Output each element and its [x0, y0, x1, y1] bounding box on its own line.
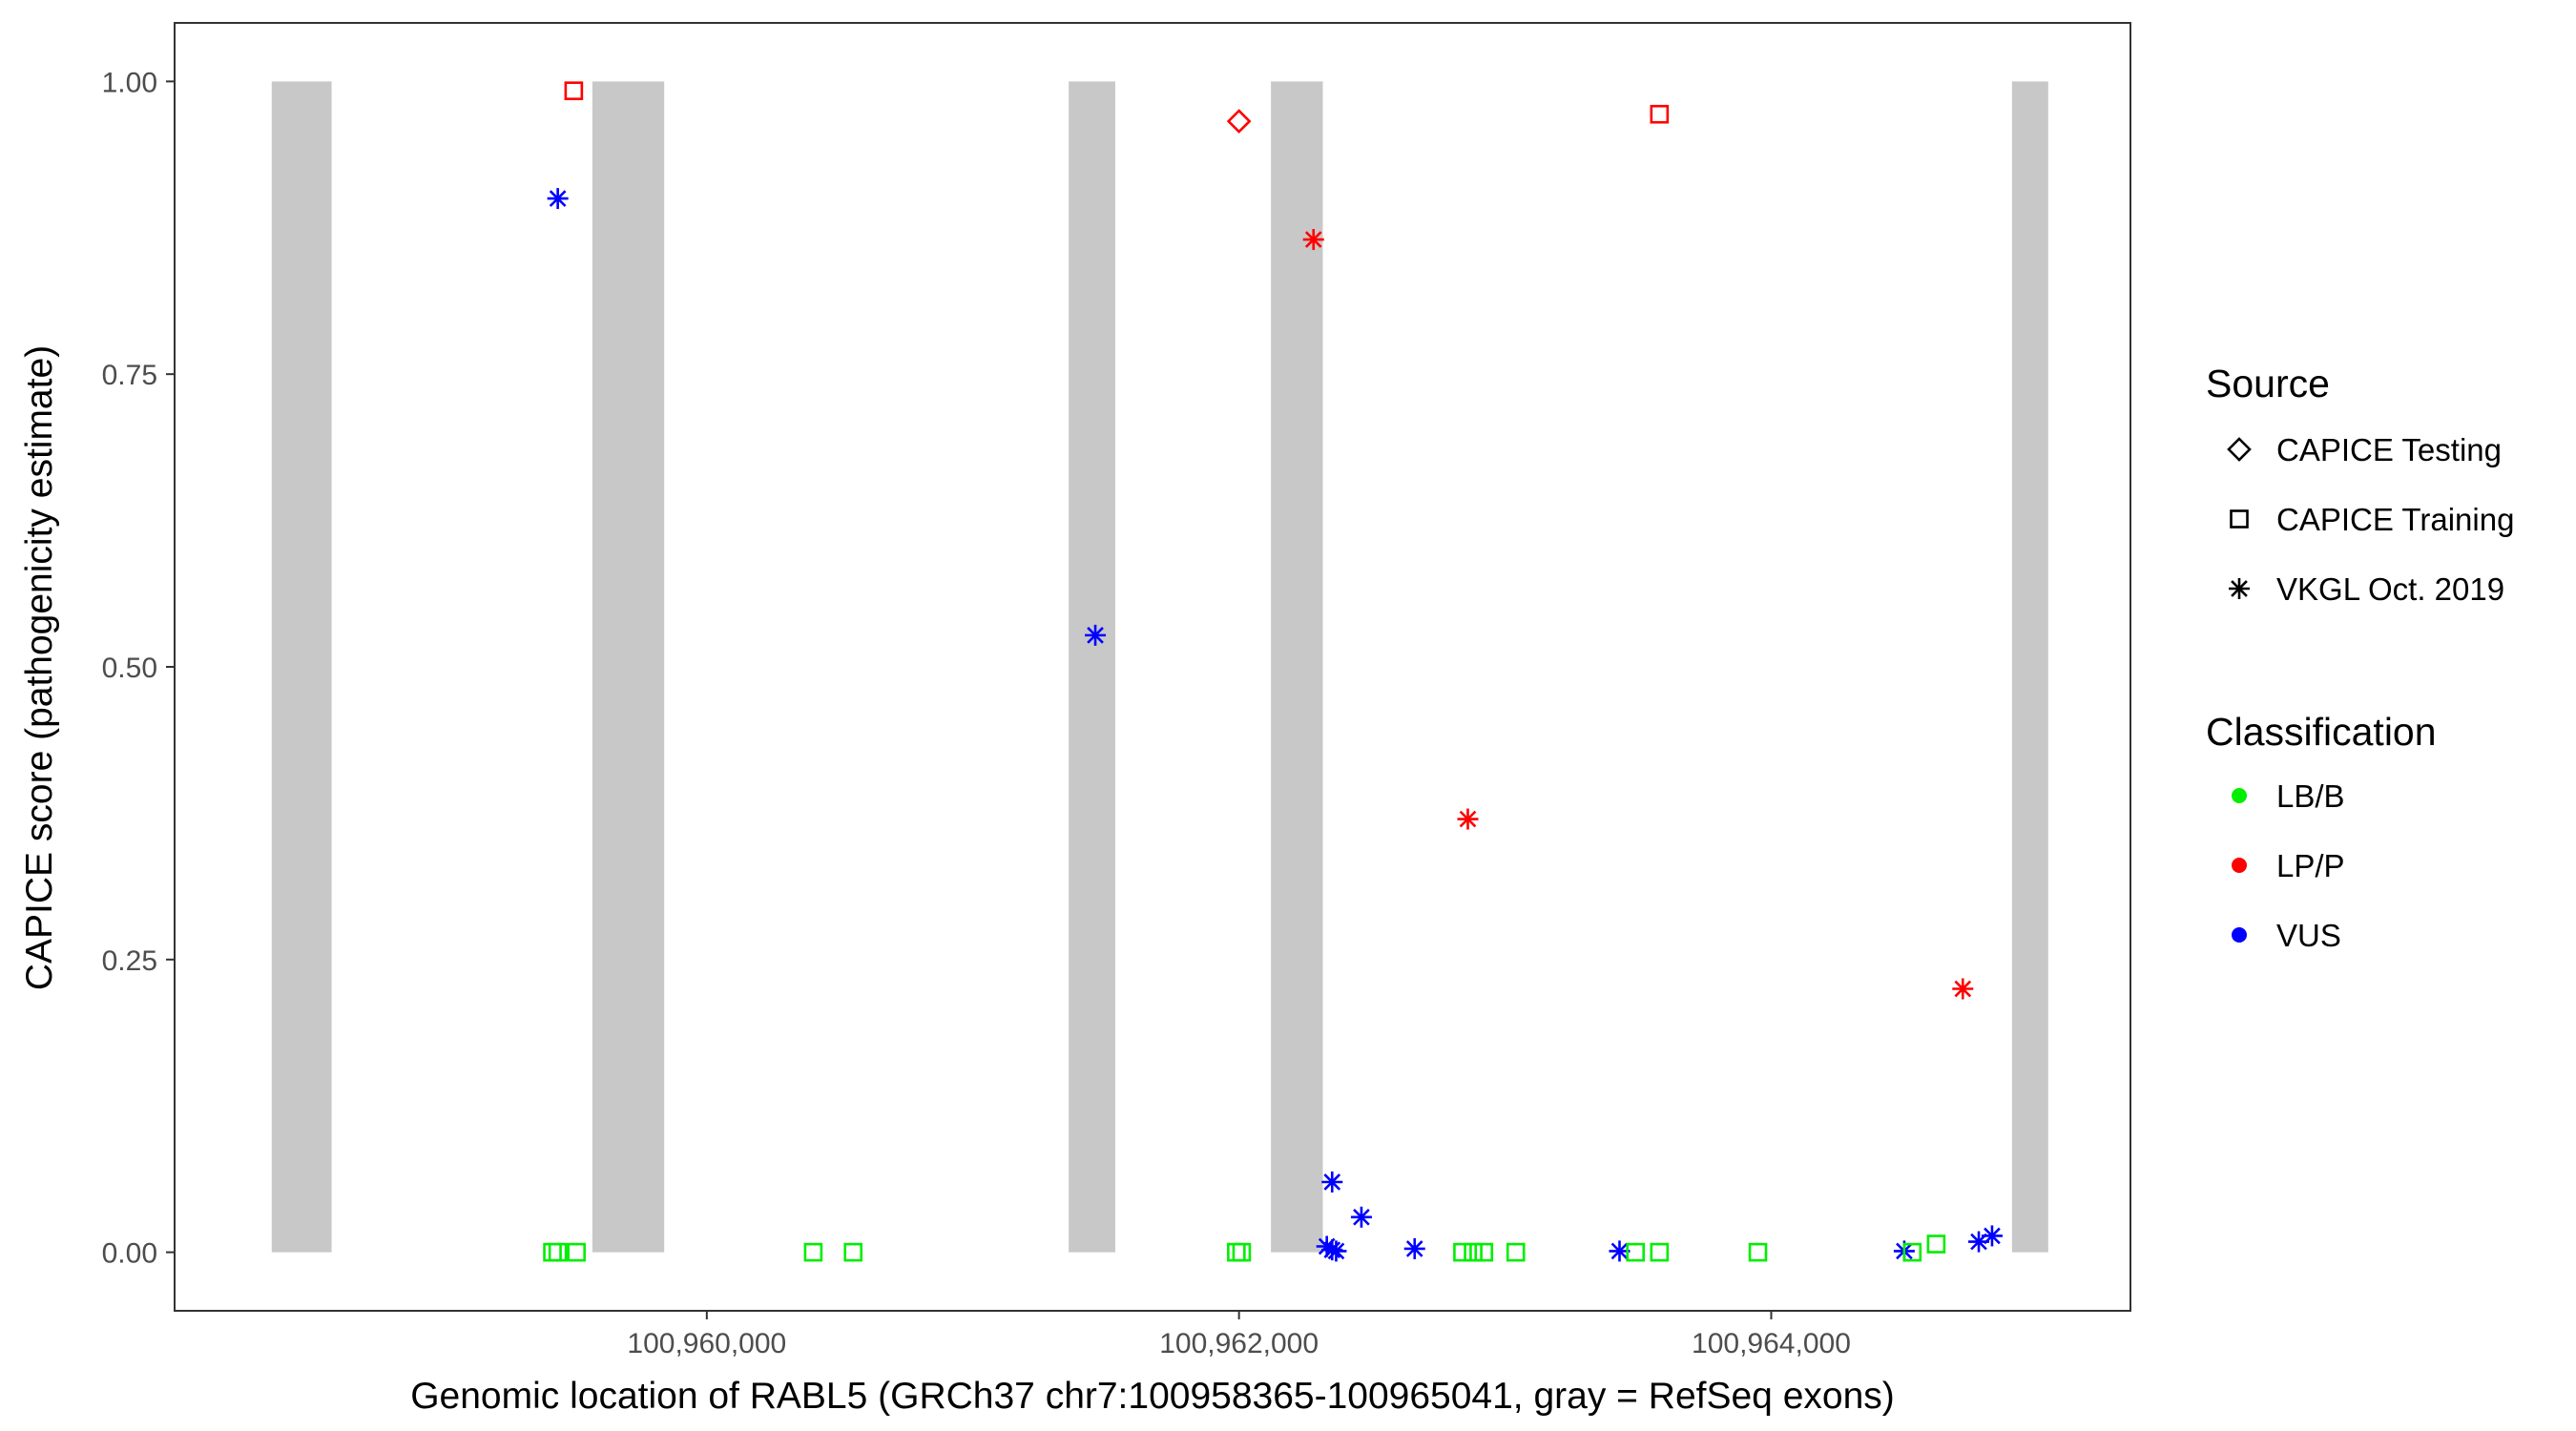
data-point [543, 1242, 562, 1262]
data-point [1902, 1242, 1922, 1262]
data-point [843, 1242, 863, 1262]
y-axis: 0.00 0.25 0.50 0.75 1.00 [102, 67, 175, 1270]
data-point [567, 1242, 586, 1262]
legend-label: VKGL Oct. 2019 [2276, 571, 2504, 607]
data-point [1609, 1240, 1631, 1262]
legend-key-dot [2232, 858, 2247, 873]
exon-band-3 [1069, 81, 1115, 1253]
data-point [1321, 1172, 1343, 1192]
data-point [1453, 1242, 1472, 1262]
exon-band-5 [2011, 81, 2048, 1253]
data-point [1403, 1237, 1425, 1259]
legend-key-star [2229, 578, 2250, 599]
data-point [1227, 1242, 1246, 1262]
data-point [1464, 1242, 1483, 1262]
x-tick-label: 100,964,000 [1692, 1328, 1851, 1359]
plot-panel-border [174, 22, 2131, 1312]
legend-key-dot [2232, 788, 2247, 803]
data-point [1232, 1242, 1252, 1262]
legend-title-source: Source [2206, 362, 2330, 405]
legend-label: CAPICE Testing [2276, 432, 2502, 467]
legend-key-diamond [2227, 437, 2252, 462]
y-tick-label: 0.75 [102, 360, 157, 391]
data-point [1302, 229, 1324, 251]
data-point [1474, 1242, 1494, 1262]
data-point [1085, 624, 1107, 646]
x-tick-label: 100,962,000 [1159, 1328, 1319, 1359]
data-point [1506, 1242, 1526, 1262]
data-point [1981, 1225, 2003, 1247]
x-axis: 100,960,000 100,962,000 100,964,000 [627, 1311, 1851, 1359]
data-point [564, 81, 584, 100]
x-tick-label: 100,960,000 [627, 1328, 786, 1359]
exon-band-1 [271, 81, 332, 1253]
exon-band-2 [592, 81, 665, 1253]
y-tick-label: 0.25 [102, 945, 157, 977]
data-point [1952, 978, 1974, 1000]
legend-label: LP/P [2276, 848, 2345, 883]
data-point [547, 188, 569, 210]
data-point [1650, 1242, 1670, 1262]
y-tick-label: 1.00 [102, 67, 157, 98]
data-point [1325, 1240, 1347, 1262]
legend-source-group: CAPICE Testing CAPICE Training VKGL Oct. 2… [2227, 432, 2514, 607]
data-point [803, 1242, 823, 1262]
legend-key-dot [2232, 927, 2247, 943]
data-point [1457, 808, 1479, 830]
data-point [1350, 1206, 1372, 1228]
exon-band-layer [271, 81, 2048, 1253]
y-tick-label: 0.00 [102, 1238, 157, 1270]
data-point [1626, 1242, 1646, 1262]
legend-key-square [2230, 509, 2249, 529]
y-tick-label: 0.50 [102, 653, 157, 684]
legend-label: LB/B [2276, 778, 2345, 814]
data-point-layer [543, 81, 2003, 1262]
legend-title-classification: Classification [2206, 710, 2437, 754]
legend-classification-group: LB/B LP/P VUS [2232, 778, 2345, 953]
x-axis-title: Genomic location of RABL5 (GRCh37 chr7:1… [410, 1376, 1895, 1417]
data-point [1926, 1234, 1946, 1254]
legend-label: CAPICE Training [2276, 502, 2514, 537]
y-axis-title: CAPICE score (pathogenicity estimate) [19, 345, 60, 990]
data-point [548, 1242, 568, 1262]
data-point [1650, 104, 1670, 124]
legend-label: VUS [2276, 918, 2341, 953]
data-point [1748, 1242, 1768, 1262]
exon-band-4 [1271, 81, 1323, 1253]
data-point [1226, 109, 1252, 134]
legend: Source CAPICE Testing CAPICE Training VKGL… [2206, 362, 2514, 953]
